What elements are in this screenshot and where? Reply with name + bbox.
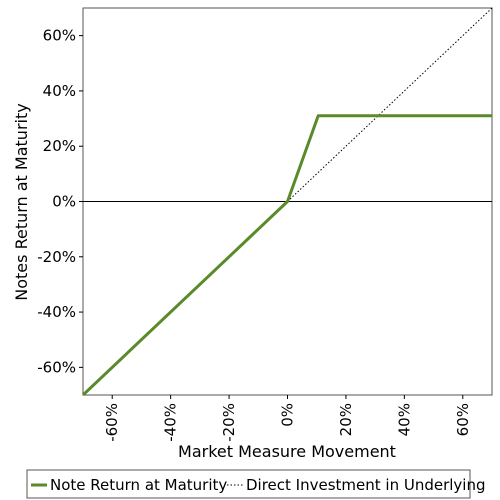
y-tick-label: -20%: [37, 248, 76, 266]
y-tick-label: 0%: [52, 193, 76, 211]
series-layer: [81, 7, 493, 397]
y-tick-label: -40%: [37, 303, 76, 321]
series-line-direct-investment: [287, 7, 493, 202]
y-tick-label: 20%: [43, 137, 76, 155]
y-tick-label: 60%: [43, 27, 76, 45]
legend-label-note-return: Note Return at Maturity: [50, 476, 227, 494]
y-axis: 60% 40% 20% 0% -20% -40% -60%: [37, 27, 83, 376]
x-tick-label: 60%: [454, 403, 472, 436]
y-tick-label: 40%: [43, 82, 76, 100]
x-tick-label: 20%: [337, 403, 355, 436]
legend-label-direct-investment: Direct Investment in Underlying: [246, 476, 486, 494]
x-tick-label: 0%: [279, 403, 297, 427]
x-axis-title: Market Measure Movement: [178, 442, 396, 461]
series-line-note-return: [81, 114, 492, 397]
y-tick-label: -60%: [37, 358, 76, 376]
x-tick-label: 40%: [395, 403, 413, 436]
legend: Note Return at Maturity Direct Investmen…: [26, 469, 486, 499]
x-tick-label: -60%: [103, 403, 121, 442]
x-tick-label: -40%: [162, 403, 180, 442]
x-tick-label: -20%: [220, 403, 238, 442]
x-axis: -60% -40% -20% 0% 20% 40% 60%: [103, 395, 472, 442]
legend-box: [26, 469, 471, 499]
y-axis-title: Notes Return at Maturity: [12, 103, 31, 300]
